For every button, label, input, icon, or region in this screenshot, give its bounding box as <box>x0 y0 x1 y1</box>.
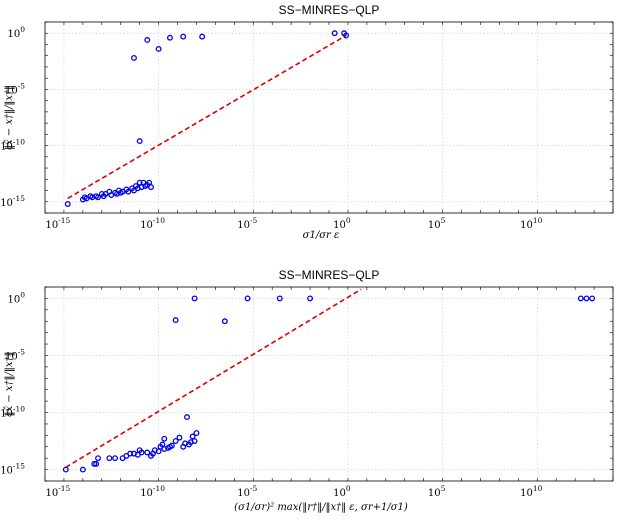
reference-line <box>67 34 347 200</box>
data-point <box>155 448 162 455</box>
data-point <box>91 460 98 467</box>
y-axis-label: ‖x̂ − x†‖/‖x†‖ <box>4 351 15 416</box>
data-point <box>144 37 151 43</box>
data-point <box>191 295 198 302</box>
data-point <box>79 466 86 473</box>
y-tick-label: 100 <box>7 290 25 305</box>
y-tick-label: 10-5 <box>5 347 25 362</box>
data-point <box>127 450 134 457</box>
data-point <box>167 34 173 41</box>
data-point <box>112 455 119 462</box>
y-tick-label: 10-10 <box>0 138 25 153</box>
y-tick-label: 10-15 <box>0 462 25 477</box>
data-point <box>583 295 590 302</box>
data-point <box>159 441 166 448</box>
x-axis-label: (σ1/σr)² max(‖r†‖/‖x†‖ ε, σr+1/σ1) <box>234 502 408 513</box>
x-tick-label: 1010 <box>520 484 543 499</box>
data-point <box>144 449 151 456</box>
x-tick-label: 10-5 <box>237 216 257 231</box>
x-tick-label: 10-5 <box>237 484 257 499</box>
data-point <box>138 449 145 456</box>
x-tick-label: 105 <box>428 484 446 499</box>
data-point <box>221 318 228 325</box>
chart-title: SS−MINRES−QLP <box>279 268 380 282</box>
x-tick-label: 105 <box>428 216 446 231</box>
data-point <box>191 438 198 445</box>
x-tick-label: 1010 <box>520 216 543 231</box>
x-tick-label: 10-10 <box>140 216 165 231</box>
data-point <box>189 433 196 440</box>
data-point <box>172 438 179 445</box>
data-point <box>343 32 349 39</box>
data-point <box>172 317 179 324</box>
x-tick-label: 10-15 <box>46 216 71 231</box>
y-tick-label: 10-15 <box>0 194 25 209</box>
data-point <box>589 295 596 302</box>
data-point <box>184 414 190 421</box>
data-point <box>136 138 143 145</box>
data-point <box>176 434 183 441</box>
x-tick-label: 10-15 <box>46 484 71 499</box>
data-point <box>106 455 113 462</box>
reference-line <box>65 288 362 468</box>
data-point <box>193 430 200 437</box>
y-tick-label: 100 <box>7 25 25 40</box>
data-point <box>155 46 162 52</box>
top-panel: SS−MINRES−QLP 10-15 10-10 10-5 100 105 1010 10-… <box>0 3 614 241</box>
data-point <box>276 295 283 302</box>
data-point <box>185 441 192 448</box>
x-tick-label: 100 <box>333 216 351 231</box>
bottom-panel: SS−MINRES−QLP 10-15 10-10 10-5 100 105 1010 10-… <box>0 268 614 513</box>
data-point <box>95 455 101 462</box>
data-point <box>161 435 168 442</box>
data-point <box>95 194 101 201</box>
chart-title: SS−MINRES−QLP <box>279 3 380 17</box>
data-point <box>307 295 314 302</box>
y-tick-label: 10-5 <box>5 81 25 96</box>
data-point <box>131 55 137 61</box>
y-tick-label: 10-10 <box>0 405 25 420</box>
data-point <box>62 466 69 473</box>
y-axis-label: ‖x̂ − x†‖/‖x†‖ <box>4 85 15 150</box>
data-point <box>125 188 132 195</box>
data-point <box>93 460 100 467</box>
data-point <box>199 33 206 40</box>
data-point <box>244 295 251 302</box>
data-point <box>577 295 584 302</box>
data-point <box>180 33 187 40</box>
plot-frame <box>44 21 614 214</box>
data-point <box>331 30 338 37</box>
x-tick-label: 10-10 <box>140 484 165 499</box>
x-axis-label: σ1/σr ε <box>303 230 340 241</box>
x-tick-label: 100 <box>333 484 351 499</box>
data-point <box>168 442 175 449</box>
data-point <box>64 201 71 207</box>
data-point <box>148 184 154 191</box>
